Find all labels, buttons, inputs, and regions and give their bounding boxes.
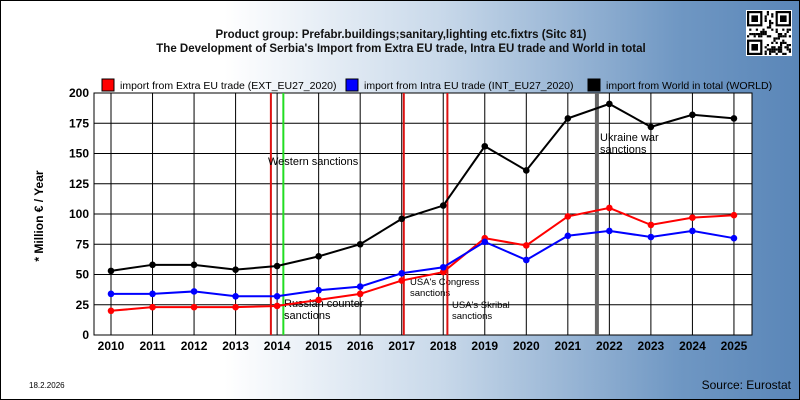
data-point (273, 292, 281, 300)
data-point (190, 261, 198, 269)
source-label: Source: Eurostat (702, 378, 792, 392)
data-point (564, 115, 572, 122)
x-tick-labels: 2010 2011 2012 2013 2014 2015 2016 2017 2018 2019… (98, 339, 748, 353)
event-label: Western sanctions (268, 156, 359, 168)
data-point (647, 221, 655, 229)
y-tick-label: 100 (69, 207, 89, 221)
legend-swatch (345, 78, 359, 92)
y-tick-label: 0 (82, 328, 89, 342)
data-point (232, 303, 239, 311)
data-point (439, 202, 447, 209)
legend-entry: import from Intra EU trade (INT_EU27_202… (364, 80, 574, 92)
data-point (523, 242, 530, 249)
x-tick-label: 2015 (305, 339, 332, 353)
event-label: Ukraine war sanctions (600, 132, 659, 156)
event-label: Russian counter sanctions (284, 298, 364, 322)
series-group (107, 100, 738, 315)
x-tick-label: 2013 (222, 339, 249, 353)
data-point (647, 233, 655, 241)
legend-swatch (587, 78, 601, 92)
series-line (110, 102, 735, 272)
y-tick-labels: 0 25 50 75 100 125 150 175 200 (69, 86, 89, 342)
data-point (606, 100, 613, 108)
x-tick-label: 2021 (554, 339, 581, 353)
data-point (232, 292, 239, 300)
x-tick-label: 2011 (140, 339, 166, 353)
data-point (564, 232, 572, 240)
data-point (398, 215, 406, 223)
qr-code-icon (746, 10, 792, 56)
legend-swatch (101, 78, 115, 92)
y-tick-label: 50 (76, 268, 90, 282)
x-tick-label: 2018 (430, 339, 457, 353)
data-point (190, 288, 198, 295)
data-point (273, 262, 281, 270)
data-point (356, 240, 364, 248)
data-point (606, 227, 613, 235)
data-point (647, 123, 655, 131)
x-tick-label: 2019 (471, 339, 498, 353)
data-point (107, 290, 115, 298)
data-point (190, 303, 198, 311)
data-point (439, 268, 447, 276)
y-tick-label: 125 (69, 177, 89, 191)
series-line (110, 206, 735, 312)
data-point (481, 238, 489, 246)
data-point (730, 211, 738, 219)
chart-title: Product group: Prefabr.buildings;sanitar… (215, 29, 586, 41)
legend: import from Extra EU trade (EXT_EU27_202… (101, 78, 772, 92)
data-point (730, 115, 738, 122)
data-point (564, 213, 572, 220)
x-tick-label: 2017 (388, 339, 415, 353)
y-tick-label: 25 (76, 298, 90, 312)
data-point (356, 290, 364, 298)
series-line (111, 229, 735, 298)
x-tick-label: 2010 (98, 339, 125, 353)
data-point (149, 290, 156, 298)
data-point (398, 277, 406, 284)
data-point (689, 111, 696, 119)
data-point (232, 266, 239, 273)
y-tick-label: 75 (76, 237, 90, 251)
data-point (523, 167, 530, 174)
y-tick-label: 175 (69, 116, 89, 130)
data-point (107, 267, 115, 275)
x-tick-label: 2012 (181, 339, 208, 353)
y-axis-label: * Million € / Year (32, 170, 46, 261)
data-point (149, 261, 156, 269)
y-tick-label: 200 (69, 86, 89, 100)
footer-date: 18.2.2026 (29, 381, 65, 390)
y-tick-label: 150 (69, 147, 89, 161)
x-tick-label: 2023 (638, 339, 665, 353)
event-label: USA's Congress sanctions (410, 277, 480, 299)
x-tick-label: 2014 (264, 339, 291, 353)
legend-entry: import from World in total (WORLD) (606, 80, 772, 92)
event-markers: Western sanctions Russian counter sanction… (268, 93, 659, 335)
data-point (315, 286, 322, 294)
x-tick-label: 2024 (679, 339, 706, 353)
x-tick-label: 2022 (596, 339, 623, 353)
data-point (730, 234, 738, 242)
data-point (273, 302, 281, 310)
legend-entry: import from Extra EU trade (EXT_EU27_202… (120, 80, 337, 92)
data-point (689, 227, 696, 235)
data-point (356, 283, 364, 290)
x-tick-label: 2016 (347, 339, 374, 353)
data-point (398, 269, 406, 277)
data-point (315, 296, 322, 304)
data-point (606, 204, 613, 212)
data-point (481, 142, 489, 150)
data-point (689, 214, 696, 221)
data-point (439, 263, 447, 271)
chart-subtitle: The Development of Serbia's Import from … (156, 43, 645, 55)
x-tick-label: 2020 (513, 339, 540, 353)
data-point (523, 256, 530, 264)
event-label: USA's Skribal sanctions (452, 300, 510, 322)
data-point (107, 307, 115, 315)
data-point (149, 303, 156, 311)
data-point (315, 253, 322, 260)
x-tick-label: 2025 (721, 339, 748, 353)
